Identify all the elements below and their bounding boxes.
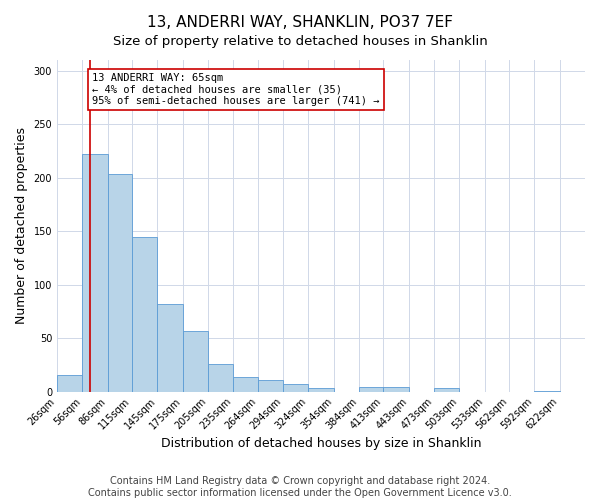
Bar — [183, 330, 208, 392]
Bar — [434, 388, 460, 392]
Bar — [157, 304, 183, 392]
Text: 13, ANDERRI WAY, SHANKLIN, PO37 7EF: 13, ANDERRI WAY, SHANKLIN, PO37 7EF — [147, 15, 453, 30]
Bar — [208, 364, 233, 392]
Bar — [283, 384, 308, 392]
Bar — [535, 390, 560, 392]
Bar — [57, 374, 82, 392]
Bar — [258, 380, 283, 392]
Bar — [359, 388, 383, 392]
Y-axis label: Number of detached properties: Number of detached properties — [15, 128, 28, 324]
Text: Size of property relative to detached houses in Shanklin: Size of property relative to detached ho… — [113, 35, 487, 48]
Bar — [132, 236, 157, 392]
Bar — [107, 174, 132, 392]
Bar — [82, 154, 107, 392]
Bar — [308, 388, 334, 392]
Bar — [383, 388, 409, 392]
Text: 13 ANDERRI WAY: 65sqm
← 4% of detached houses are smaller (35)
95% of semi-detac: 13 ANDERRI WAY: 65sqm ← 4% of detached h… — [92, 73, 380, 106]
X-axis label: Distribution of detached houses by size in Shanklin: Distribution of detached houses by size … — [161, 437, 481, 450]
Text: Contains HM Land Registry data © Crown copyright and database right 2024.
Contai: Contains HM Land Registry data © Crown c… — [88, 476, 512, 498]
Bar — [233, 376, 258, 392]
